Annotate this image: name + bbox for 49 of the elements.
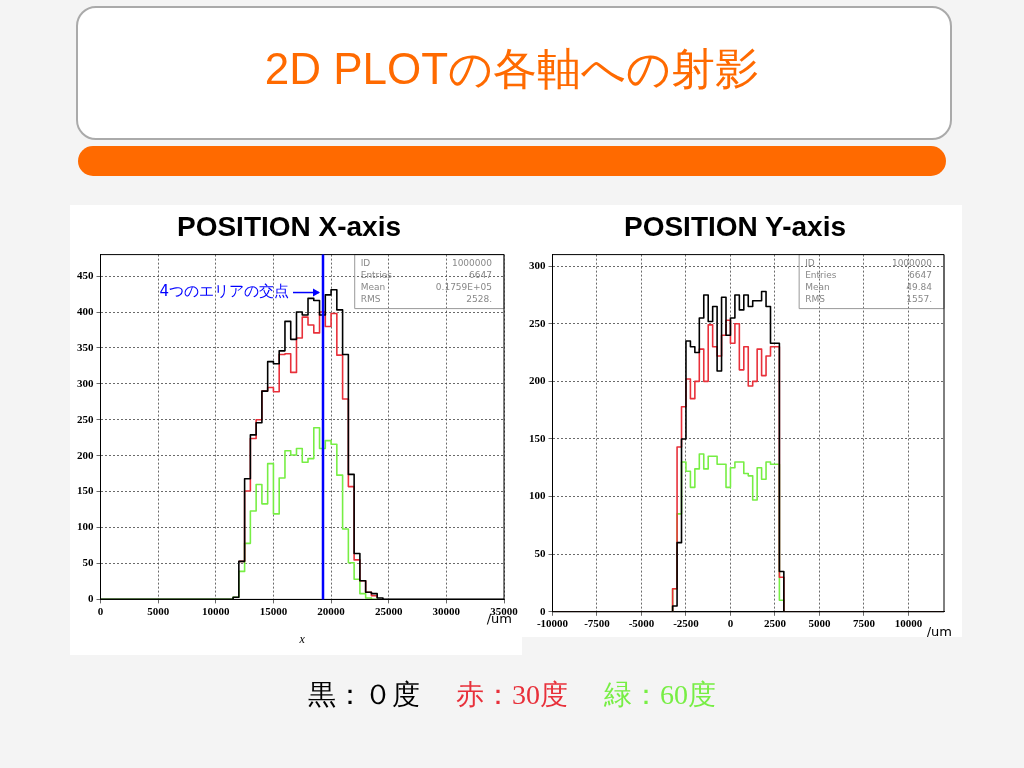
- x-tick-label: -10000: [536, 617, 569, 630]
- y-tick-label: 450: [77, 268, 94, 281]
- x-tick-label: 10000: [894, 617, 923, 630]
- y-tick-label: 100: [529, 489, 546, 502]
- y-tick-label: 250: [77, 412, 94, 425]
- x-tick-label: 25000: [374, 604, 403, 617]
- text: Mean 0.1759E+05: [360, 281, 492, 292]
- x-tick-label: 0: [97, 604, 104, 617]
- x-tick-label: 2500: [763, 617, 787, 630]
- x-axis-title: x: [298, 631, 306, 646]
- x-tick-label: 20000: [317, 604, 346, 617]
- text: Mean 49.84: [805, 281, 932, 292]
- y-tick-label: 200: [529, 374, 546, 387]
- y-tick-label: 50: [82, 556, 94, 569]
- text: /um: [926, 623, 952, 639]
- y-tick-label: 50: [534, 547, 546, 560]
- x-tick-label: 5000: [808, 617, 831, 630]
- ref-line-label: 4つのエリアの交点: [159, 282, 289, 301]
- y-tick-label: 150: [529, 431, 546, 444]
- x-tick-label: -7500: [584, 617, 611, 630]
- y-tick-label: 100: [77, 520, 94, 533]
- x-tick-label: -2500: [673, 617, 700, 630]
- y-tick-label: 300: [77, 376, 94, 389]
- y-tick-label: 200: [77, 448, 94, 461]
- x-tick-label: 10000: [202, 604, 231, 617]
- text: 赤：30度: [456, 679, 568, 710]
- text: 2D PLOTの各軸への射影: [263, 43, 761, 95]
- x-tick-label: 0: [727, 617, 734, 630]
- y-tick-label: 400: [77, 304, 94, 317]
- text: ID 1000000: [805, 257, 932, 268]
- y-tick-label: 150: [77, 484, 94, 497]
- text: 緑：60度: [604, 679, 716, 710]
- y-tick-label: 250: [529, 316, 546, 329]
- text: 黒：０度: [308, 679, 420, 710]
- chart-title: POSITION Y-axis: [623, 210, 847, 242]
- x-tick-label: 7500: [852, 617, 876, 630]
- x-tick-label: 5000: [147, 604, 170, 617]
- text: Entries 6647: [805, 269, 932, 280]
- x-tick-label: 30000: [432, 604, 461, 617]
- text: RMS 2528.: [360, 293, 492, 304]
- x-tick-label: -5000: [628, 617, 655, 630]
- y-tick-label: 300: [529, 258, 546, 271]
- y-tick-label: 350: [77, 340, 94, 353]
- text: RMS 1557.: [805, 293, 932, 304]
- chart-title: POSITION X-axis: [176, 210, 402, 242]
- x-tick-label: 15000: [259, 604, 288, 617]
- y-tick-label: 0: [88, 592, 94, 605]
- text: Entries 6647: [360, 269, 492, 280]
- text: ID 1000000: [360, 257, 492, 268]
